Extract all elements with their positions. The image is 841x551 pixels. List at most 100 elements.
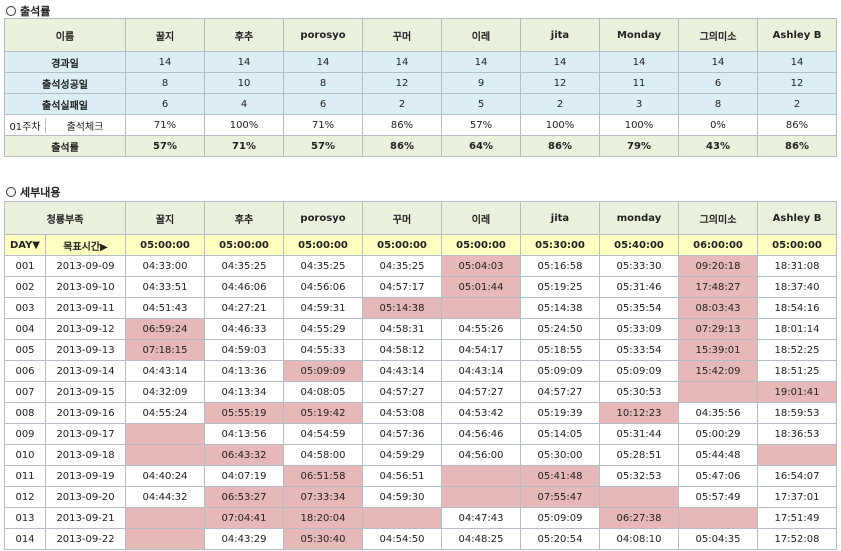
table-cell: 04:54:50 <box>362 528 442 550</box>
table-row: 경과일 14 14 14 14 14 14 14 14 14 <box>4 51 837 73</box>
table-cell <box>678 507 758 529</box>
check-label: 출석체크 <box>66 121 104 133</box>
table-cell: 04:27:21 <box>204 297 284 319</box>
column-header: monday <box>599 201 679 235</box>
day-cell: 011 <box>4 465 46 487</box>
table-cell: 05:00:29 <box>678 423 758 445</box>
table-cell: 05:44:48 <box>678 444 758 466</box>
table-cell: 04:35:25 <box>362 255 442 277</box>
table-cell: 12 <box>520 72 600 94</box>
table-cell: 2 <box>520 93 600 115</box>
table-cell: 05:31:46 <box>599 276 679 298</box>
day-cell: 004 <box>4 318 46 340</box>
table-cell: 79% <box>599 135 679 157</box>
column-header: 이름 <box>4 18 126 52</box>
table-cell: 43% <box>678 135 758 157</box>
table-cell: 04:53:42 <box>441 402 521 424</box>
table-cell: 05:41:48 <box>520 465 600 487</box>
table-cell: 12 <box>362 72 442 94</box>
column-header: 이레 <box>441 201 521 235</box>
table-cell: 5 <box>441 93 521 115</box>
column-header: Ashley B <box>757 201 837 235</box>
table-cell: 04:35:56 <box>678 402 758 424</box>
table-row: 007 2013-09-15 04:32:09 04:13:34 04:08:05 04:… <box>4 381 837 403</box>
date-cell: 2013-09-18 <box>45 444 126 466</box>
table-cell: 08:03:43 <box>678 297 758 319</box>
table-row: 002 2013-09-10 04:33:51 04:46:06 04:56:06 04:… <box>4 276 837 298</box>
row-label: 출석실패일 <box>4 93 126 115</box>
table-cell: 18:54:16 <box>757 297 837 319</box>
column-header: 꾸머 <box>362 18 442 52</box>
table-cell: 12 <box>757 72 837 94</box>
table-cell: 0% <box>678 114 758 136</box>
table-cell: 04:55:26 <box>441 318 521 340</box>
table-cell: 17:37:01 <box>757 486 837 508</box>
table-cell: 05:14:38 <box>362 297 442 319</box>
table-cell: 04:35:25 <box>283 255 363 277</box>
table-cell: 19:01:41 <box>757 381 837 403</box>
table-cell: 100% <box>520 114 600 136</box>
table-cell: 04:13:36 <box>204 360 284 382</box>
table-cell: 14 <box>757 51 837 73</box>
day-cell: 010 <box>4 444 46 466</box>
day-cell: 013 <box>4 507 46 529</box>
table-cell: 18:52:25 <box>757 339 837 361</box>
table-cell: 18:51:25 <box>757 360 837 382</box>
date-cell: 2013-09-13 <box>45 339 126 361</box>
column-header: 그의미소 <box>678 18 758 52</box>
table-cell: 14 <box>283 51 363 73</box>
table-cell: 04:57:27 <box>520 381 600 403</box>
table-cell: 71% <box>125 114 205 136</box>
table-cell: 04:58:00 <box>283 444 363 466</box>
table-cell: 04:58:31 <box>362 318 442 340</box>
table-cell: 86% <box>757 114 837 136</box>
table-cell: 64% <box>441 135 521 157</box>
table-row: 출석실패일 6 4 6 2 5 2 3 8 2 <box>4 93 837 115</box>
table-cell: 04:40:24 <box>125 465 205 487</box>
table-cell: 05:04:03 <box>441 255 521 277</box>
date-cell: 2013-09-09 <box>45 255 126 277</box>
day-cell: 012 <box>4 486 46 508</box>
table-cell: 04:51:43 <box>125 297 205 319</box>
table-cell: 05:09:09 <box>283 360 363 382</box>
table-cell: 86% <box>757 135 837 157</box>
table-cell: 04:48:25 <box>441 528 521 550</box>
table-cell <box>125 423 205 445</box>
column-header: 꾸머 <box>362 201 442 235</box>
table-cell: 04:46:06 <box>204 276 284 298</box>
table-cell <box>757 444 837 466</box>
table-row: 001 2013-09-09 04:33:00 04:35:25 04:35:25 04:… <box>4 255 837 277</box>
table-cell: 14 <box>520 51 600 73</box>
table-cell: 05:30:40 <box>283 528 363 550</box>
table-cell: 100% <box>204 114 284 136</box>
table-cell: 04:59:30 <box>362 486 442 508</box>
table-cell <box>362 507 442 529</box>
row-label: 01주차 출석체크 <box>4 114 126 136</box>
table-cell: 04:46:33 <box>204 318 284 340</box>
table-cell: 16:54:07 <box>757 465 837 487</box>
table-cell: 04:56:06 <box>283 276 363 298</box>
table-cell: 04:54:59 <box>283 423 363 445</box>
table-cell <box>125 444 205 466</box>
table-cell: 6 <box>125 93 205 115</box>
date-cell: 2013-09-19 <box>45 465 126 487</box>
date-cell: 2013-09-10 <box>45 276 126 298</box>
row-label: 출석성공일 <box>4 72 126 94</box>
table-cell: 06:59:24 <box>125 318 205 340</box>
section-details-title: 세부내용 <box>6 184 60 200</box>
table-cell: 04:57:27 <box>441 381 521 403</box>
table-cell: 8 <box>678 93 758 115</box>
table-cell: 71% <box>204 135 284 157</box>
table-cell: 05:32:53 <box>599 465 679 487</box>
table-row: 012 2013-09-20 04:44:32 06:53:27 07:33:34 04:… <box>4 486 837 508</box>
table-cell: 04:33:51 <box>125 276 205 298</box>
table-cell: 86% <box>362 114 442 136</box>
table-cell <box>125 528 205 550</box>
day-cell: 008 <box>4 402 46 424</box>
column-header: 그의미소 <box>678 201 758 235</box>
table-cell: 04:43:29 <box>204 528 284 550</box>
table-cell: 04:55:33 <box>283 339 363 361</box>
table-cell <box>125 507 205 529</box>
column-header: porosyo <box>283 18 363 52</box>
